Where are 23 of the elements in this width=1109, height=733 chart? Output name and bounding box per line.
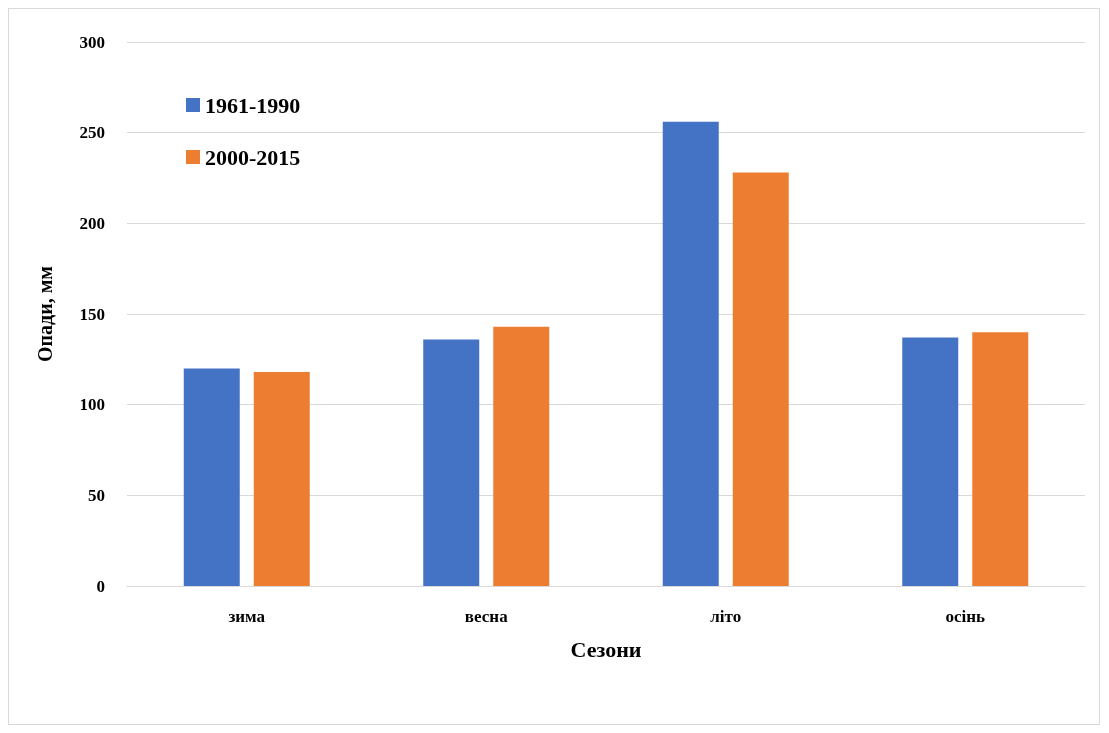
x-tick-label: весна	[464, 607, 509, 626]
y-tick-label: 150	[79, 304, 105, 324]
y-tick-label: 300	[79, 32, 105, 52]
y-tick-label: 250	[79, 123, 105, 143]
y-tick-label: 200	[79, 213, 105, 233]
y-tick-label: 0	[96, 576, 105, 596]
y-axis-title: Опади, мм	[34, 266, 56, 362]
bar	[972, 332, 1029, 586]
bar	[732, 172, 789, 586]
legend-label: 1961-1990	[205, 92, 301, 118]
y-tick-label: 50	[88, 485, 105, 505]
bar	[423, 339, 480, 586]
bar	[902, 337, 959, 586]
bar	[662, 121, 719, 586]
bar	[183, 368, 240, 586]
legend-label: 2000-2015	[205, 144, 301, 170]
x-tick-label: осінь	[945, 607, 986, 626]
y-tick-label: 100	[79, 395, 105, 415]
x-tick-label: літо	[710, 607, 742, 626]
bar	[253, 372, 310, 586]
x-tick-label: зима	[228, 607, 266, 626]
x-axis-title: Сезони	[570, 636, 642, 662]
bar	[493, 326, 550, 586]
